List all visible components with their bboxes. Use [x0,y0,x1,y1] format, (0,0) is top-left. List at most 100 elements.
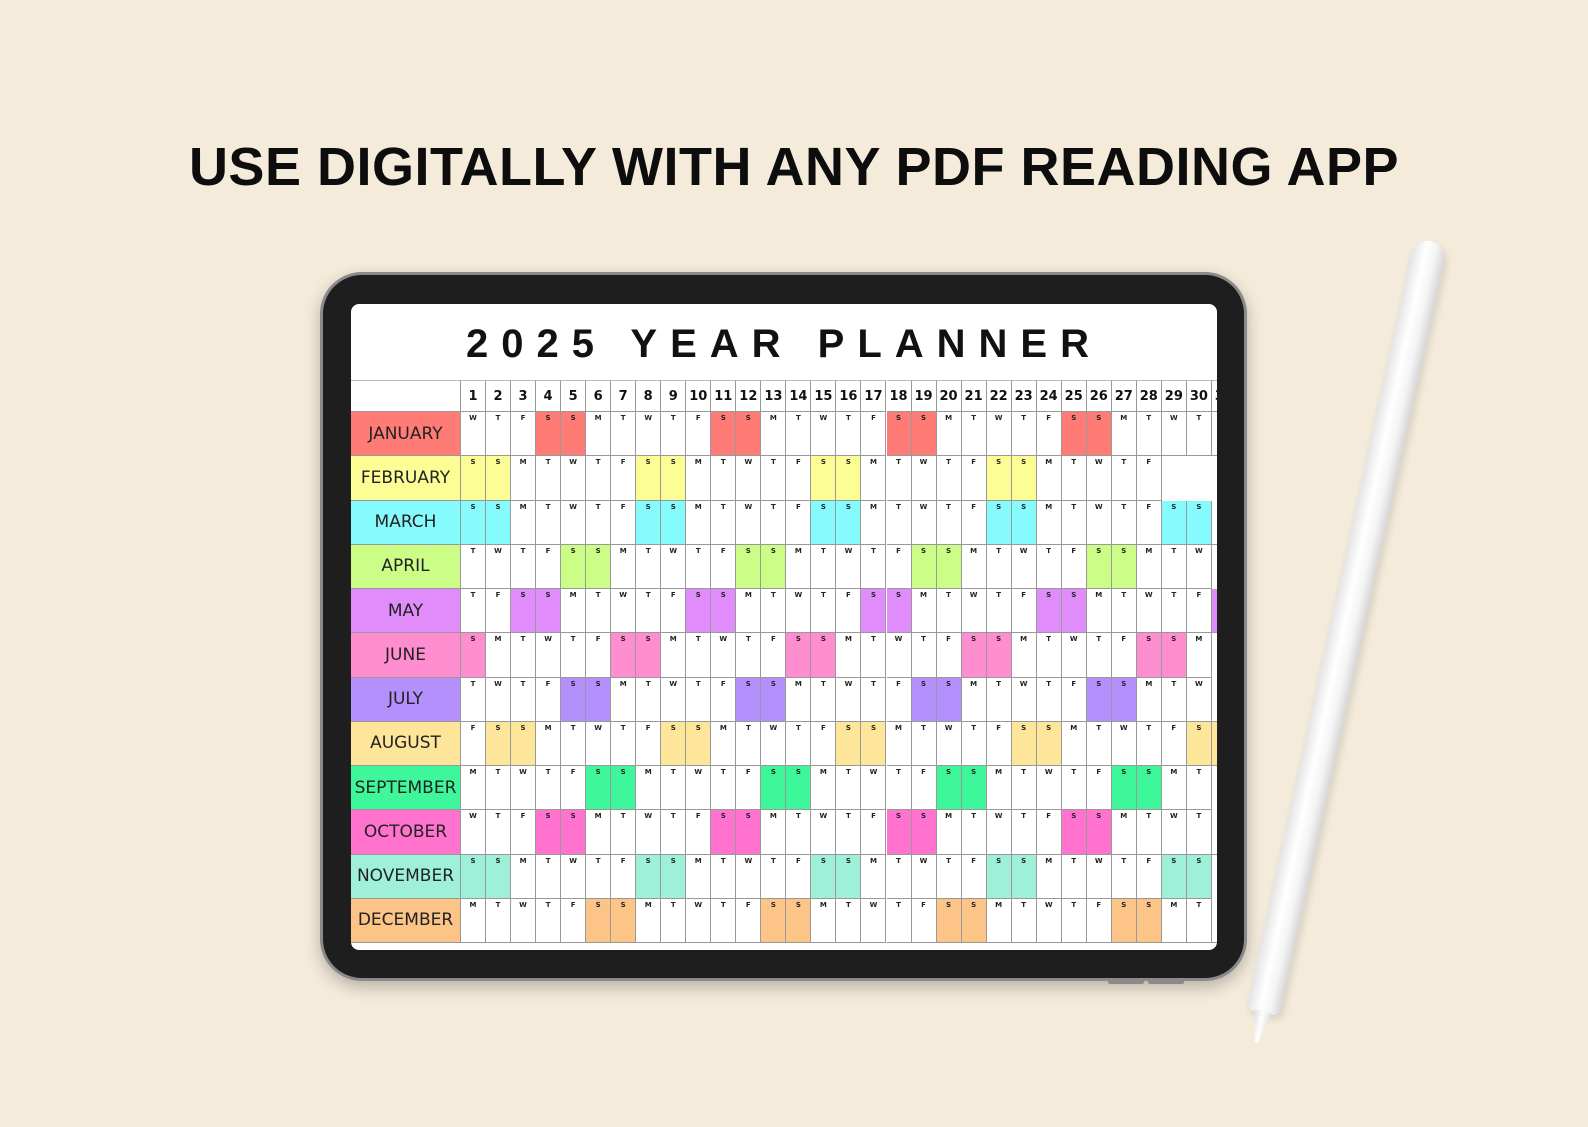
day-cell[interactable]: T [886,898,912,943]
day-cell[interactable]: T [1111,456,1137,501]
day-cell[interactable]: T [761,456,787,501]
day-cell[interactable]: F [1111,633,1137,678]
day-cell[interactable]: M [661,633,687,678]
day-cell[interactable]: M [986,766,1012,811]
day-cell[interactable]: T [711,898,737,943]
day-cell[interactable]: T [611,810,637,855]
day-cell[interactable]: T [961,721,987,766]
day-cell[interactable]: F [761,633,787,678]
day-cell[interactable]: W [936,721,962,766]
day-cell[interactable]: T [936,456,962,501]
day-cell[interactable]: T [1086,721,1112,766]
day-cell[interactable]: F [1186,589,1212,634]
day-cell[interactable]: M [836,633,862,678]
day-cell[interactable]: M [1161,898,1187,943]
day-cell[interactable]: T [661,810,687,855]
weekend-cell[interactable]: S [486,854,512,899]
day-cell[interactable]: T [1061,898,1087,943]
weekend-cell[interactable]: S [461,500,486,545]
day-cell[interactable]: T [1136,810,1162,855]
day-cell[interactable]: W [1011,544,1037,589]
day-cell[interactable]: F [936,633,962,678]
weekend-cell[interactable]: S [936,898,962,943]
day-cell[interactable]: T [1036,544,1062,589]
day-cell[interactable]: F [861,810,887,855]
weekend-cell[interactable]: S [461,456,486,501]
day-cell[interactable]: M [461,766,486,811]
weekend-cell[interactable]: S [1011,854,1037,899]
day-cell[interactable]: W [1011,677,1037,722]
day-cell[interactable]: W [761,721,787,766]
weekend-cell[interactable]: S [636,633,662,678]
day-cell[interactable]: T [661,766,687,811]
day-cell[interactable]: M [936,810,962,855]
day-cell[interactable]: M [861,456,887,501]
day-cell[interactable]: T [536,766,562,811]
day-cell[interactable]: T [511,677,537,722]
day-cell[interactable]: T [511,544,537,589]
day-cell[interactable]: M [686,500,712,545]
day-cell[interactable]: W [811,412,837,457]
day-cell[interactable]: M [611,677,637,722]
day-cell[interactable]: T [1011,766,1037,811]
weekend-cell[interactable]: S [1011,721,1037,766]
day-cell[interactable]: F [511,412,537,457]
weekend-cell[interactable]: S [661,854,687,899]
day-cell[interactable]: W [511,898,537,943]
day-cell[interactable]: T [711,854,737,899]
day-cell[interactable]: T [886,854,912,899]
day-cell[interactable]: F [786,456,812,501]
weekend-cell[interactable]: S [761,677,787,722]
day-cell[interactable]: T [1161,677,1187,722]
weekend-cell[interactable]: S [861,721,887,766]
day-cell[interactable]: F [511,810,537,855]
day-cell[interactable]: W [1036,898,1062,943]
day-cell[interactable]: F [711,677,737,722]
day-cell[interactable]: W [1086,500,1112,545]
weekend-cell[interactable]: S [536,412,562,457]
day-cell[interactable]: F [886,544,912,589]
weekend-cell[interactable]: S [536,810,562,855]
day-cell[interactable]: T [986,677,1012,722]
day-cell[interactable]: T [911,633,937,678]
weekend-cell[interactable]: S [1086,412,1112,457]
weekend-cell[interactable]: S [761,544,787,589]
weekend-cell[interactable]: S [986,854,1012,899]
day-cell[interactable]: T [811,544,837,589]
day-cell[interactable]: M [961,677,987,722]
day-cell[interactable]: T [886,766,912,811]
day-cell[interactable]: W [811,810,837,855]
day-cell[interactable]: T [961,810,987,855]
day-cell[interactable]: M [886,721,912,766]
day-cell[interactable]: F [486,589,512,634]
day-cell[interactable]: T [1011,898,1037,943]
day-cell[interactable]: T [686,677,712,722]
weekend-cell[interactable]: S [786,766,812,811]
day-cell[interactable]: T [761,589,787,634]
day-cell[interactable]: F [736,898,762,943]
weekend-cell[interactable]: S [711,412,737,457]
weekend-cell[interactable]: S [1111,677,1137,722]
day-cell[interactable]: M [1036,854,1062,899]
weekend-cell[interactable]: S [511,721,537,766]
day-cell[interactable]: T [1061,766,1087,811]
day-cell[interactable]: T [461,677,486,722]
day-cell[interactable]: T [911,721,937,766]
day-cell[interactable]: F [836,589,862,634]
weekend-cell[interactable]: S [736,412,762,457]
day-cell[interactable]: W [1186,544,1212,589]
day-cell[interactable]: T [761,854,787,899]
day-cell[interactable]: T [1111,589,1137,634]
day-cell[interactable]: T [1036,633,1062,678]
day-cell[interactable]: T [986,589,1012,634]
day-cell[interactable]: T [736,721,762,766]
day-cell[interactable]: W [611,589,637,634]
day-cell[interactable]: M [686,456,712,501]
weekend-cell[interactable]: S [986,633,1012,678]
day-cell[interactable]: T [1186,810,1212,855]
weekend-cell[interactable]: S [611,766,637,811]
day-cell[interactable]: M [761,810,787,855]
day-cell[interactable]: F [711,544,737,589]
weekend-cell[interactable]: S [1136,898,1162,943]
day-cell[interactable]: T [836,810,862,855]
